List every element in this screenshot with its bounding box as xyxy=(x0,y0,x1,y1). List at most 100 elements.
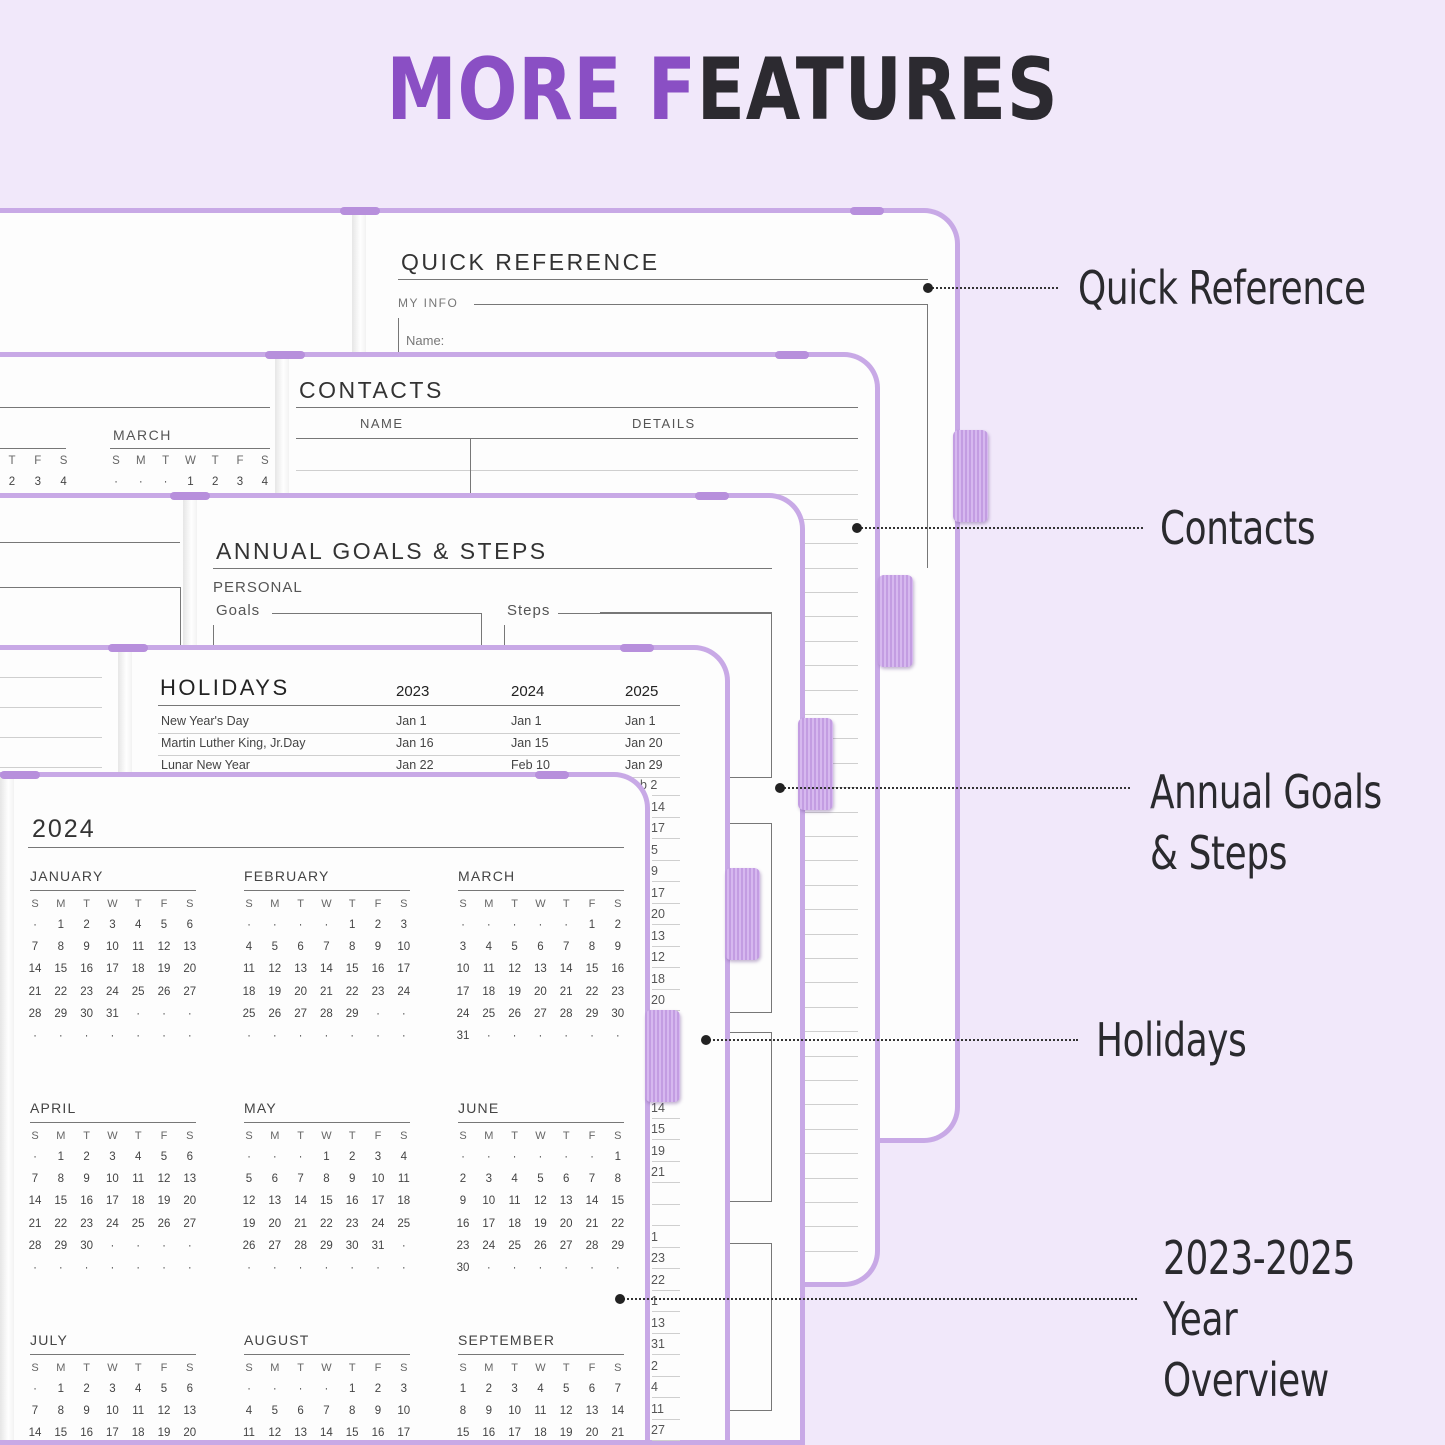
day-cell: 18 xyxy=(533,1427,547,1440)
holiday-date-2025: 31 xyxy=(651,1337,665,1351)
day-cell: · xyxy=(187,1262,192,1274)
day-cell: · xyxy=(590,1030,594,1042)
divider xyxy=(0,542,180,543)
holiday-date-2025: 22 xyxy=(651,1272,665,1287)
month-label: JANUARY xyxy=(30,868,104,884)
day-cell: · xyxy=(138,476,143,488)
day-cell: 20 xyxy=(183,1195,197,1208)
day-cell: 22 xyxy=(345,985,359,998)
holiday-row-line xyxy=(652,1160,680,1162)
day-cell: 21 xyxy=(559,985,573,998)
holiday-date-2025: 2 xyxy=(651,1358,658,1373)
bookmark-ribbon xyxy=(620,644,654,652)
day-cell: · xyxy=(486,919,491,931)
day-cell: 1 xyxy=(588,919,596,931)
divider xyxy=(0,448,66,449)
divider xyxy=(474,304,928,305)
holiday-row-line xyxy=(652,1311,680,1312)
day-cell: 20 xyxy=(183,1427,197,1440)
day-cell: 6 xyxy=(588,1383,596,1395)
holiday-date-2025: 4 xyxy=(651,1380,658,1394)
day-cell: 26 xyxy=(533,1239,547,1252)
day-cell: · xyxy=(163,476,168,488)
holiday-date-2023: Jan 1 xyxy=(396,714,427,728)
day-cell: 12 xyxy=(242,1195,256,1208)
day-cell: 3 xyxy=(109,1151,116,1163)
weekday-label: T xyxy=(562,1130,570,1142)
box-edge xyxy=(504,625,505,655)
month-divider xyxy=(458,890,624,891)
day-cell: 8 xyxy=(57,941,64,954)
day-cell: · xyxy=(136,1030,141,1042)
day-cell: · xyxy=(324,1262,329,1274)
day-cell: 13 xyxy=(559,1195,573,1208)
day-cell: 25 xyxy=(482,1007,496,1020)
day-cell: 8 xyxy=(348,941,356,954)
holiday-row-line xyxy=(652,1225,680,1226)
day-cell: · xyxy=(376,1030,380,1042)
holiday-row-line xyxy=(652,1139,680,1140)
day-cell: 25 xyxy=(508,1239,521,1252)
callout-dot xyxy=(615,1294,625,1304)
day-cell: 6 xyxy=(297,941,304,954)
weekday-label: T xyxy=(511,898,518,910)
day-cell: 25 xyxy=(131,985,145,998)
weekday-label: S xyxy=(31,1362,39,1374)
day-cell: 20 xyxy=(294,985,307,998)
day-cell: 5 xyxy=(562,1383,570,1395)
day-cell: · xyxy=(376,1262,380,1274)
holiday-row-line xyxy=(652,795,680,796)
weekday-label: F xyxy=(588,1362,596,1374)
day-cell: 1 xyxy=(187,476,194,488)
day-cell: · xyxy=(33,1262,37,1274)
day-cell: 24 xyxy=(397,985,411,998)
day-cell: 19 xyxy=(268,985,282,998)
callout-dot xyxy=(775,783,785,793)
day-cell: 22 xyxy=(585,985,599,998)
day-cell: 7 xyxy=(588,1173,596,1186)
day-cell: 6 xyxy=(186,919,193,931)
holiday-row-line xyxy=(652,838,680,839)
day-cell: 6 xyxy=(186,1151,193,1163)
day-cell: 28 xyxy=(585,1239,599,1252)
day-cell: 15 xyxy=(319,1195,333,1208)
day-cell: 23 xyxy=(371,985,385,998)
callout-leader-line xyxy=(620,1298,1137,1300)
day-cell: 2 xyxy=(348,1151,356,1163)
callout-label: & Steps xyxy=(1150,826,1288,880)
weekday-label: T xyxy=(511,1362,518,1374)
weekday-label: S xyxy=(459,1130,467,1142)
day-cell: · xyxy=(136,1239,141,1252)
holiday-row-line xyxy=(652,945,680,947)
day-cell: 11 xyxy=(482,963,495,976)
day-cell: · xyxy=(110,1239,115,1252)
holiday-row-line xyxy=(652,1418,680,1420)
weekday-label: S xyxy=(260,455,269,467)
day-cell: · xyxy=(136,1007,141,1020)
callout-leader-line xyxy=(928,287,1058,289)
day-cell: · xyxy=(512,1151,517,1163)
day-cell: 27 xyxy=(183,985,197,998)
day-cell: 4 xyxy=(537,1383,544,1395)
month-label: SEPTEMBER xyxy=(458,1332,556,1348)
day-cell: · xyxy=(187,1030,192,1042)
day-cell: 28 xyxy=(28,1007,42,1020)
box-edge xyxy=(213,625,214,655)
weekday-label: F xyxy=(236,455,244,467)
day-cell: · xyxy=(272,1151,277,1163)
day-cell: · xyxy=(512,919,517,931)
day-cell: · xyxy=(564,919,569,931)
day-cell: 2 xyxy=(83,919,90,931)
day-cell: 13 xyxy=(268,1195,282,1208)
day-cell: 20 xyxy=(533,985,547,998)
day-cell: 21 xyxy=(611,1427,625,1440)
callout-label: Year xyxy=(1163,1292,1238,1346)
day-cell: · xyxy=(615,1030,620,1042)
day-cell: 20 xyxy=(183,963,197,976)
day-cell: 2 xyxy=(485,1383,492,1395)
day-cell: 29 xyxy=(54,1239,68,1252)
day-cell: 19 xyxy=(157,1427,171,1440)
holiday-row-line xyxy=(652,902,680,904)
day-cell: 10 xyxy=(482,1195,496,1208)
holiday-row-line xyxy=(652,988,680,990)
